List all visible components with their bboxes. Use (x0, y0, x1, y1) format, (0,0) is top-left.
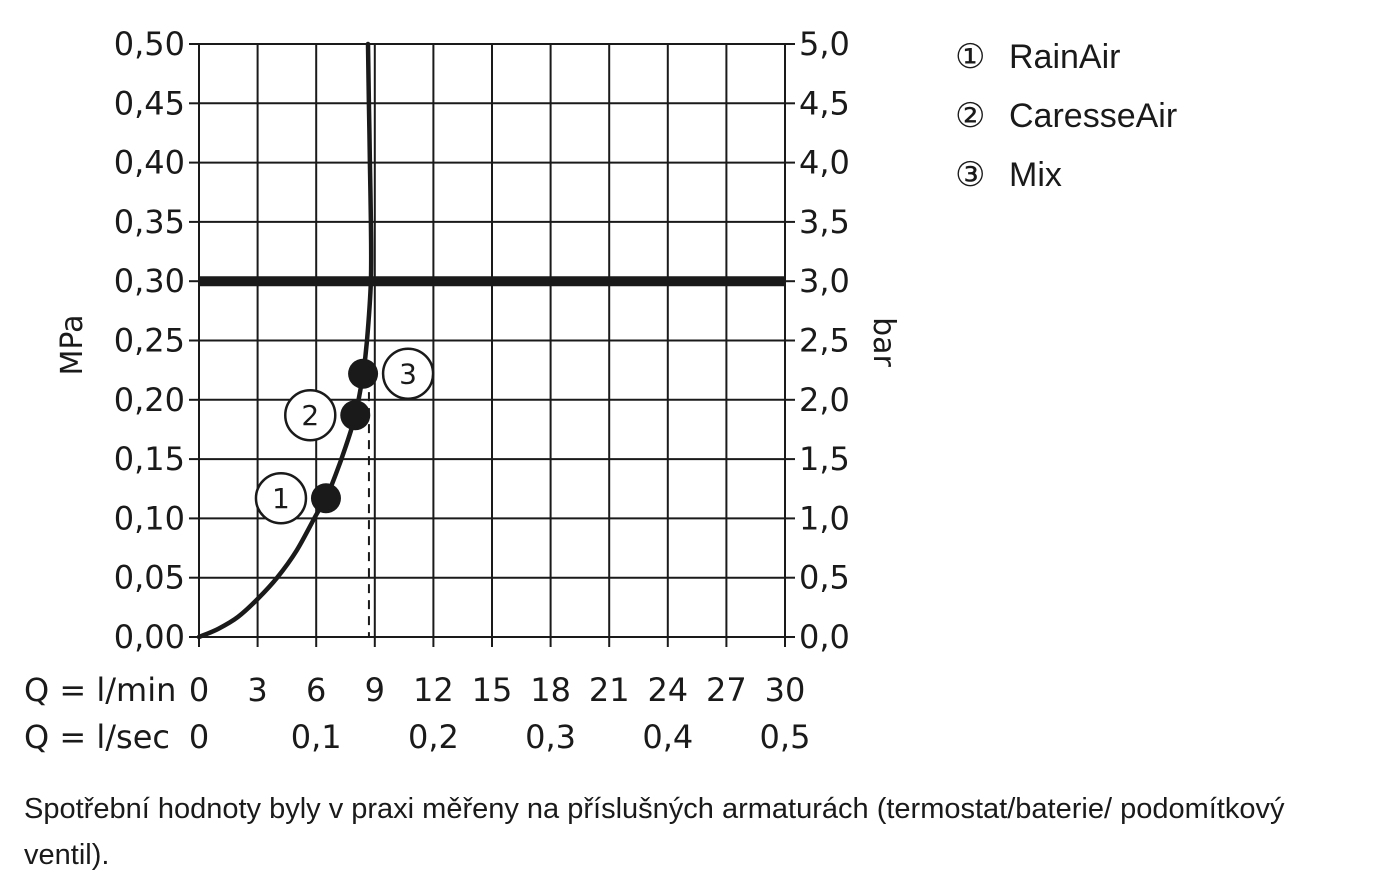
marker-label-1: 1 (272, 482, 290, 515)
marker-badge-1 (254, 471, 308, 525)
marker-badge-3 (381, 347, 435, 400)
marker-label-3: 3 (399, 358, 417, 391)
y-left-tick-label: 0,25 (114, 322, 185, 360)
x-tick-label-lmin: 0 (189, 671, 209, 709)
legend-label: Mix (1009, 156, 1062, 194)
x-tick-label-lsec: 0,1 (291, 718, 342, 756)
x-tick-label-lmin: 3 (247, 671, 267, 709)
y-right-axis-title: bar (866, 317, 901, 367)
x-tick-label-lmin: 9 (365, 671, 385, 709)
x-tick-label-lsec: 0,4 (642, 718, 693, 756)
marker-badge-2 (284, 388, 337, 442)
y-left-tick-label: 0,10 (114, 499, 185, 537)
footnote: Spotřební hodnoty byly v praxi měřeny na… (24, 793, 1285, 871)
x-axis-title-lsec: Q = l/sec (24, 718, 170, 756)
x-tick-label-lmin: 24 (647, 671, 688, 709)
marker-label-2: 2 (301, 399, 319, 432)
y-right-tick-label: 3,5 (799, 203, 850, 241)
legend-symbol: ① (955, 38, 985, 76)
y-left-tick-label: 0,20 (114, 381, 185, 419)
y-right-tick-label: 0,0 (799, 618, 850, 656)
x-tick-label-lmin: 21 (589, 671, 630, 709)
marker-layer: 1 2 3 (254, 347, 435, 525)
y-right-tick-label: 4,0 (799, 144, 850, 182)
y-left-tick-label: 0,40 (114, 144, 185, 182)
y-left-tick-label: 0,35 (114, 203, 185, 241)
y-left-tick-label: 0,05 (114, 559, 185, 597)
legend-symbol: ③ (955, 156, 985, 194)
y-right-tick-label: 1,5 (799, 440, 850, 478)
y-left-axis-title: MPa (55, 314, 90, 375)
data-point-1 (310, 483, 341, 514)
y-right-tick-label: 1,0 (799, 499, 850, 537)
flow-curve (196, 41, 374, 640)
y-right-tick-label: 5,0 (799, 25, 850, 63)
data-point-2 (340, 400, 371, 431)
y-left-tick-label: 0,45 (114, 84, 185, 122)
legend-label: CaresseAir (1009, 97, 1177, 135)
y-right-tick-label: 4,5 (799, 84, 850, 122)
legend-label: RainAir (1009, 38, 1120, 76)
x-tick-label-lsec: 0,3 (525, 718, 576, 756)
flow-pressure-chart: 123 0,000,050,100,150,200,250,300,350,40… (24, 25, 1177, 756)
curve-layer (196, 41, 374, 640)
tick-labels: 0,000,050,100,150,200,250,300,350,400,45… (24, 25, 901, 756)
y-left-tick-label: 0,30 (114, 262, 185, 300)
x-tick-label-lmin: 30 (765, 671, 806, 709)
legend-symbol: ② (955, 97, 985, 135)
x-tick-label-lsec: 0 (189, 718, 209, 756)
y-left-tick-label: 0,00 (114, 618, 185, 656)
x-tick-label-lsec: 0,2 (408, 718, 459, 756)
y-right-tick-label: 2,0 (799, 381, 850, 419)
x-tick-label-lmin: 6 (306, 671, 326, 709)
y-left-tick-label: 0,15 (114, 440, 185, 478)
y-left-tick-label: 0,50 (114, 25, 185, 63)
x-tick-label-lmin: 12 (413, 671, 454, 709)
y-right-tick-label: 0,5 (799, 559, 850, 597)
data-point-3 (348, 358, 379, 389)
x-tick-label-lmin: 15 (472, 671, 513, 709)
x-tick-label-lmin: 27 (706, 671, 747, 709)
x-tick-label-lsec: 0,5 (760, 718, 811, 756)
y-right-tick-label: 2,5 (799, 322, 850, 360)
x-tick-label-lmin: 18 (530, 671, 571, 709)
reference-lines (199, 276, 785, 637)
legend: ① RainAir ② CaresseAir ③ Mix (955, 38, 1177, 194)
x-axis-title-lmin: Q = l/min (24, 671, 176, 709)
chart-grid (189, 43, 795, 647)
y-right-tick-label: 3,0 (799, 262, 850, 300)
